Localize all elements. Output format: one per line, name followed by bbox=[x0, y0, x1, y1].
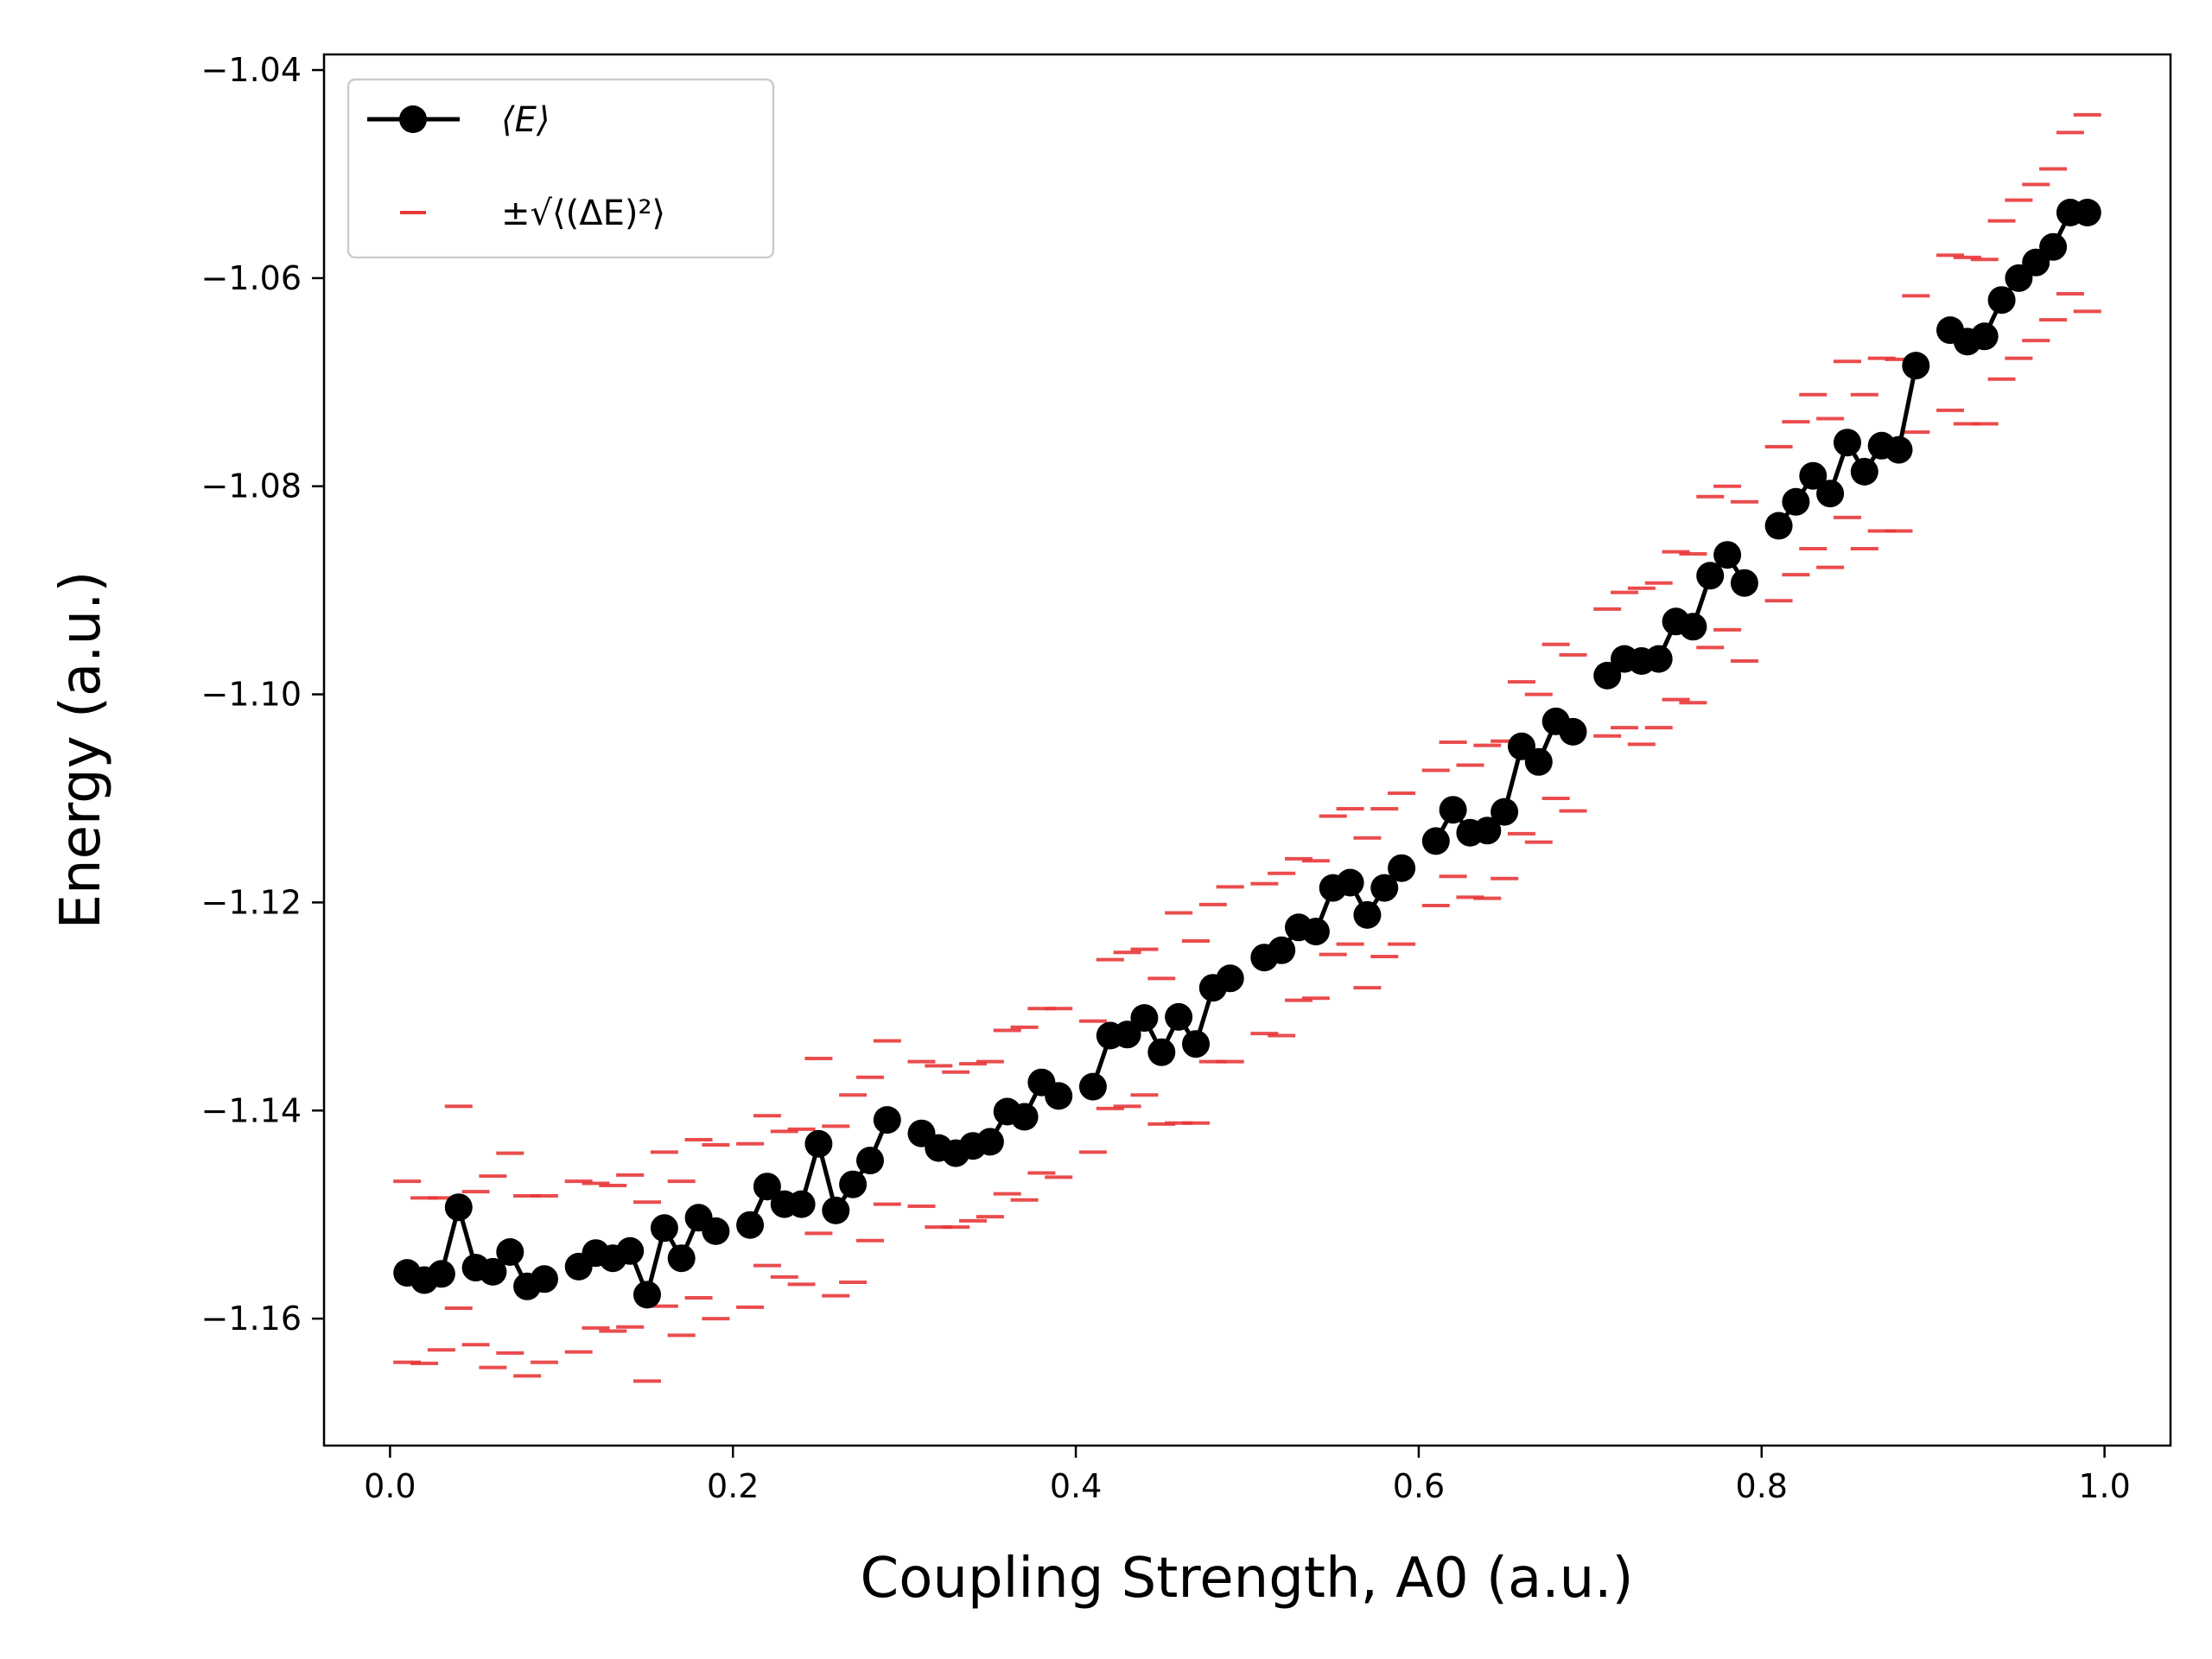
mean-energy-point bbox=[531, 1265, 558, 1294]
y-tick-label: −1.14 bbox=[201, 1091, 302, 1129]
mean-energy-point bbox=[479, 1257, 507, 1286]
mean-energy-point bbox=[1473, 817, 1502, 845]
mean-energy-series bbox=[393, 199, 2101, 1309]
mean-energy-point bbox=[1388, 854, 1416, 882]
x-axis: 0.0 0.2 0.4 0.6 0.8 1.0 bbox=[364, 1446, 2131, 1505]
mean-energy-point bbox=[856, 1147, 884, 1175]
mean-energy-point bbox=[1834, 429, 1861, 457]
mean-energy-point bbox=[1370, 874, 1399, 902]
mean-energy-point bbox=[1902, 352, 1930, 380]
mean-energy-point bbox=[787, 1190, 816, 1218]
mean-energy-point bbox=[1165, 1002, 1193, 1031]
mean-energy-point bbox=[702, 1217, 730, 1245]
y-axis: −1.16 −1.14 −1.12 −1.10 −1.08 −1.06 −1.04 bbox=[201, 51, 324, 1338]
mean-energy-point bbox=[1524, 747, 1553, 776]
mean-energy-point bbox=[1182, 1030, 1210, 1058]
legend-label-mean-energy: ⟨E⟩ bbox=[501, 100, 550, 140]
mean-energy-point bbox=[1301, 918, 1330, 946]
mean-energy-point bbox=[1130, 1004, 1159, 1033]
mean-energy-point bbox=[1421, 827, 1450, 855]
mean-energy-point bbox=[1078, 1072, 1107, 1101]
mean-energy-point bbox=[1353, 900, 1382, 929]
mean-energy-point bbox=[496, 1238, 524, 1266]
mean-energy-point bbox=[1816, 480, 1845, 508]
mean-energy-point bbox=[1782, 487, 1810, 516]
mean-energy-point bbox=[1885, 435, 1913, 464]
stddev-series bbox=[393, 112, 2101, 1383]
y-tick-label: −1.08 bbox=[201, 467, 302, 505]
mean-energy-point bbox=[873, 1106, 901, 1135]
x-tick-label: 0.2 bbox=[707, 1467, 759, 1505]
x-tick-label: 0.4 bbox=[1050, 1467, 1102, 1505]
mean-energy-point bbox=[444, 1193, 473, 1222]
mean-energy-point bbox=[736, 1211, 765, 1239]
mean-energy-point bbox=[650, 1214, 678, 1243]
mean-energy-point bbox=[2073, 199, 2101, 226]
mean-energy-point bbox=[753, 1173, 781, 1201]
mean-energy-point bbox=[804, 1129, 833, 1158]
mean-energy-point bbox=[1147, 1038, 1176, 1066]
plot-frame bbox=[322, 53, 2172, 1447]
mean-energy-point bbox=[1644, 645, 1673, 673]
mean-energy-point bbox=[822, 1196, 850, 1224]
mean-energy-point bbox=[1336, 868, 1364, 897]
y-axis-title: Energy (a.u.) bbox=[49, 571, 113, 930]
mean-energy-point bbox=[1439, 796, 1467, 824]
x-tick-label: 0.0 bbox=[364, 1467, 416, 1505]
x-tick-label: 0.6 bbox=[1393, 1467, 1445, 1505]
legend-marker-swatch bbox=[399, 105, 427, 133]
y-tick-label: −1.04 bbox=[201, 51, 302, 89]
y-tick-label: −1.10 bbox=[201, 676, 302, 714]
mean-energy-point bbox=[1045, 1082, 1073, 1110]
mean-energy-point bbox=[1010, 1103, 1039, 1131]
mean-energy-point bbox=[1713, 541, 1742, 569]
series-layer bbox=[393, 112, 2101, 1383]
y-tick-label: −1.12 bbox=[201, 883, 302, 921]
mean-energy-point bbox=[427, 1260, 455, 1288]
mean-energy-point bbox=[1696, 562, 1725, 590]
legend-box bbox=[346, 78, 775, 259]
mean-energy-point bbox=[2039, 232, 2068, 261]
mean-energy-point bbox=[1970, 322, 1999, 351]
mean-energy-point bbox=[1679, 613, 1707, 641]
mean-energy-point bbox=[976, 1128, 1004, 1156]
mean-energy-point bbox=[667, 1244, 696, 1273]
mean-energy-point bbox=[1764, 512, 1793, 540]
mean-energy-point bbox=[1491, 798, 1519, 826]
x-axis-title: Coupling Strength, A0 (a.u.) bbox=[861, 1547, 1634, 1611]
mean-energy-point bbox=[1268, 936, 1296, 964]
mean-energy-point bbox=[1113, 1020, 1141, 1049]
mean-energy-point bbox=[1593, 661, 1622, 690]
mean-energy-point bbox=[616, 1236, 645, 1265]
mean-energy-point bbox=[1730, 569, 1758, 597]
mean-energy-point bbox=[839, 1170, 868, 1198]
mean-energy-point bbox=[633, 1281, 661, 1309]
x-tick-label: 1.0 bbox=[2078, 1467, 2130, 1505]
mean-energy-point bbox=[1799, 461, 1827, 490]
mean-energy-point bbox=[1987, 286, 2016, 315]
x-tick-label: 0.8 bbox=[1736, 1467, 1788, 1505]
mean-energy-point bbox=[1850, 457, 1878, 486]
y-tick-label: −1.16 bbox=[201, 1300, 302, 1338]
legend: ⟨E⟩ ±√⟨(ΔE)²⟩ bbox=[346, 78, 775, 259]
legend-label-energy-stddev: ±√⟨(ΔE)²⟩ bbox=[501, 194, 665, 233]
mean-energy-point bbox=[1216, 964, 1244, 993]
y-tick-label: −1.06 bbox=[201, 259, 302, 297]
mean-energy-point bbox=[1559, 717, 1587, 746]
